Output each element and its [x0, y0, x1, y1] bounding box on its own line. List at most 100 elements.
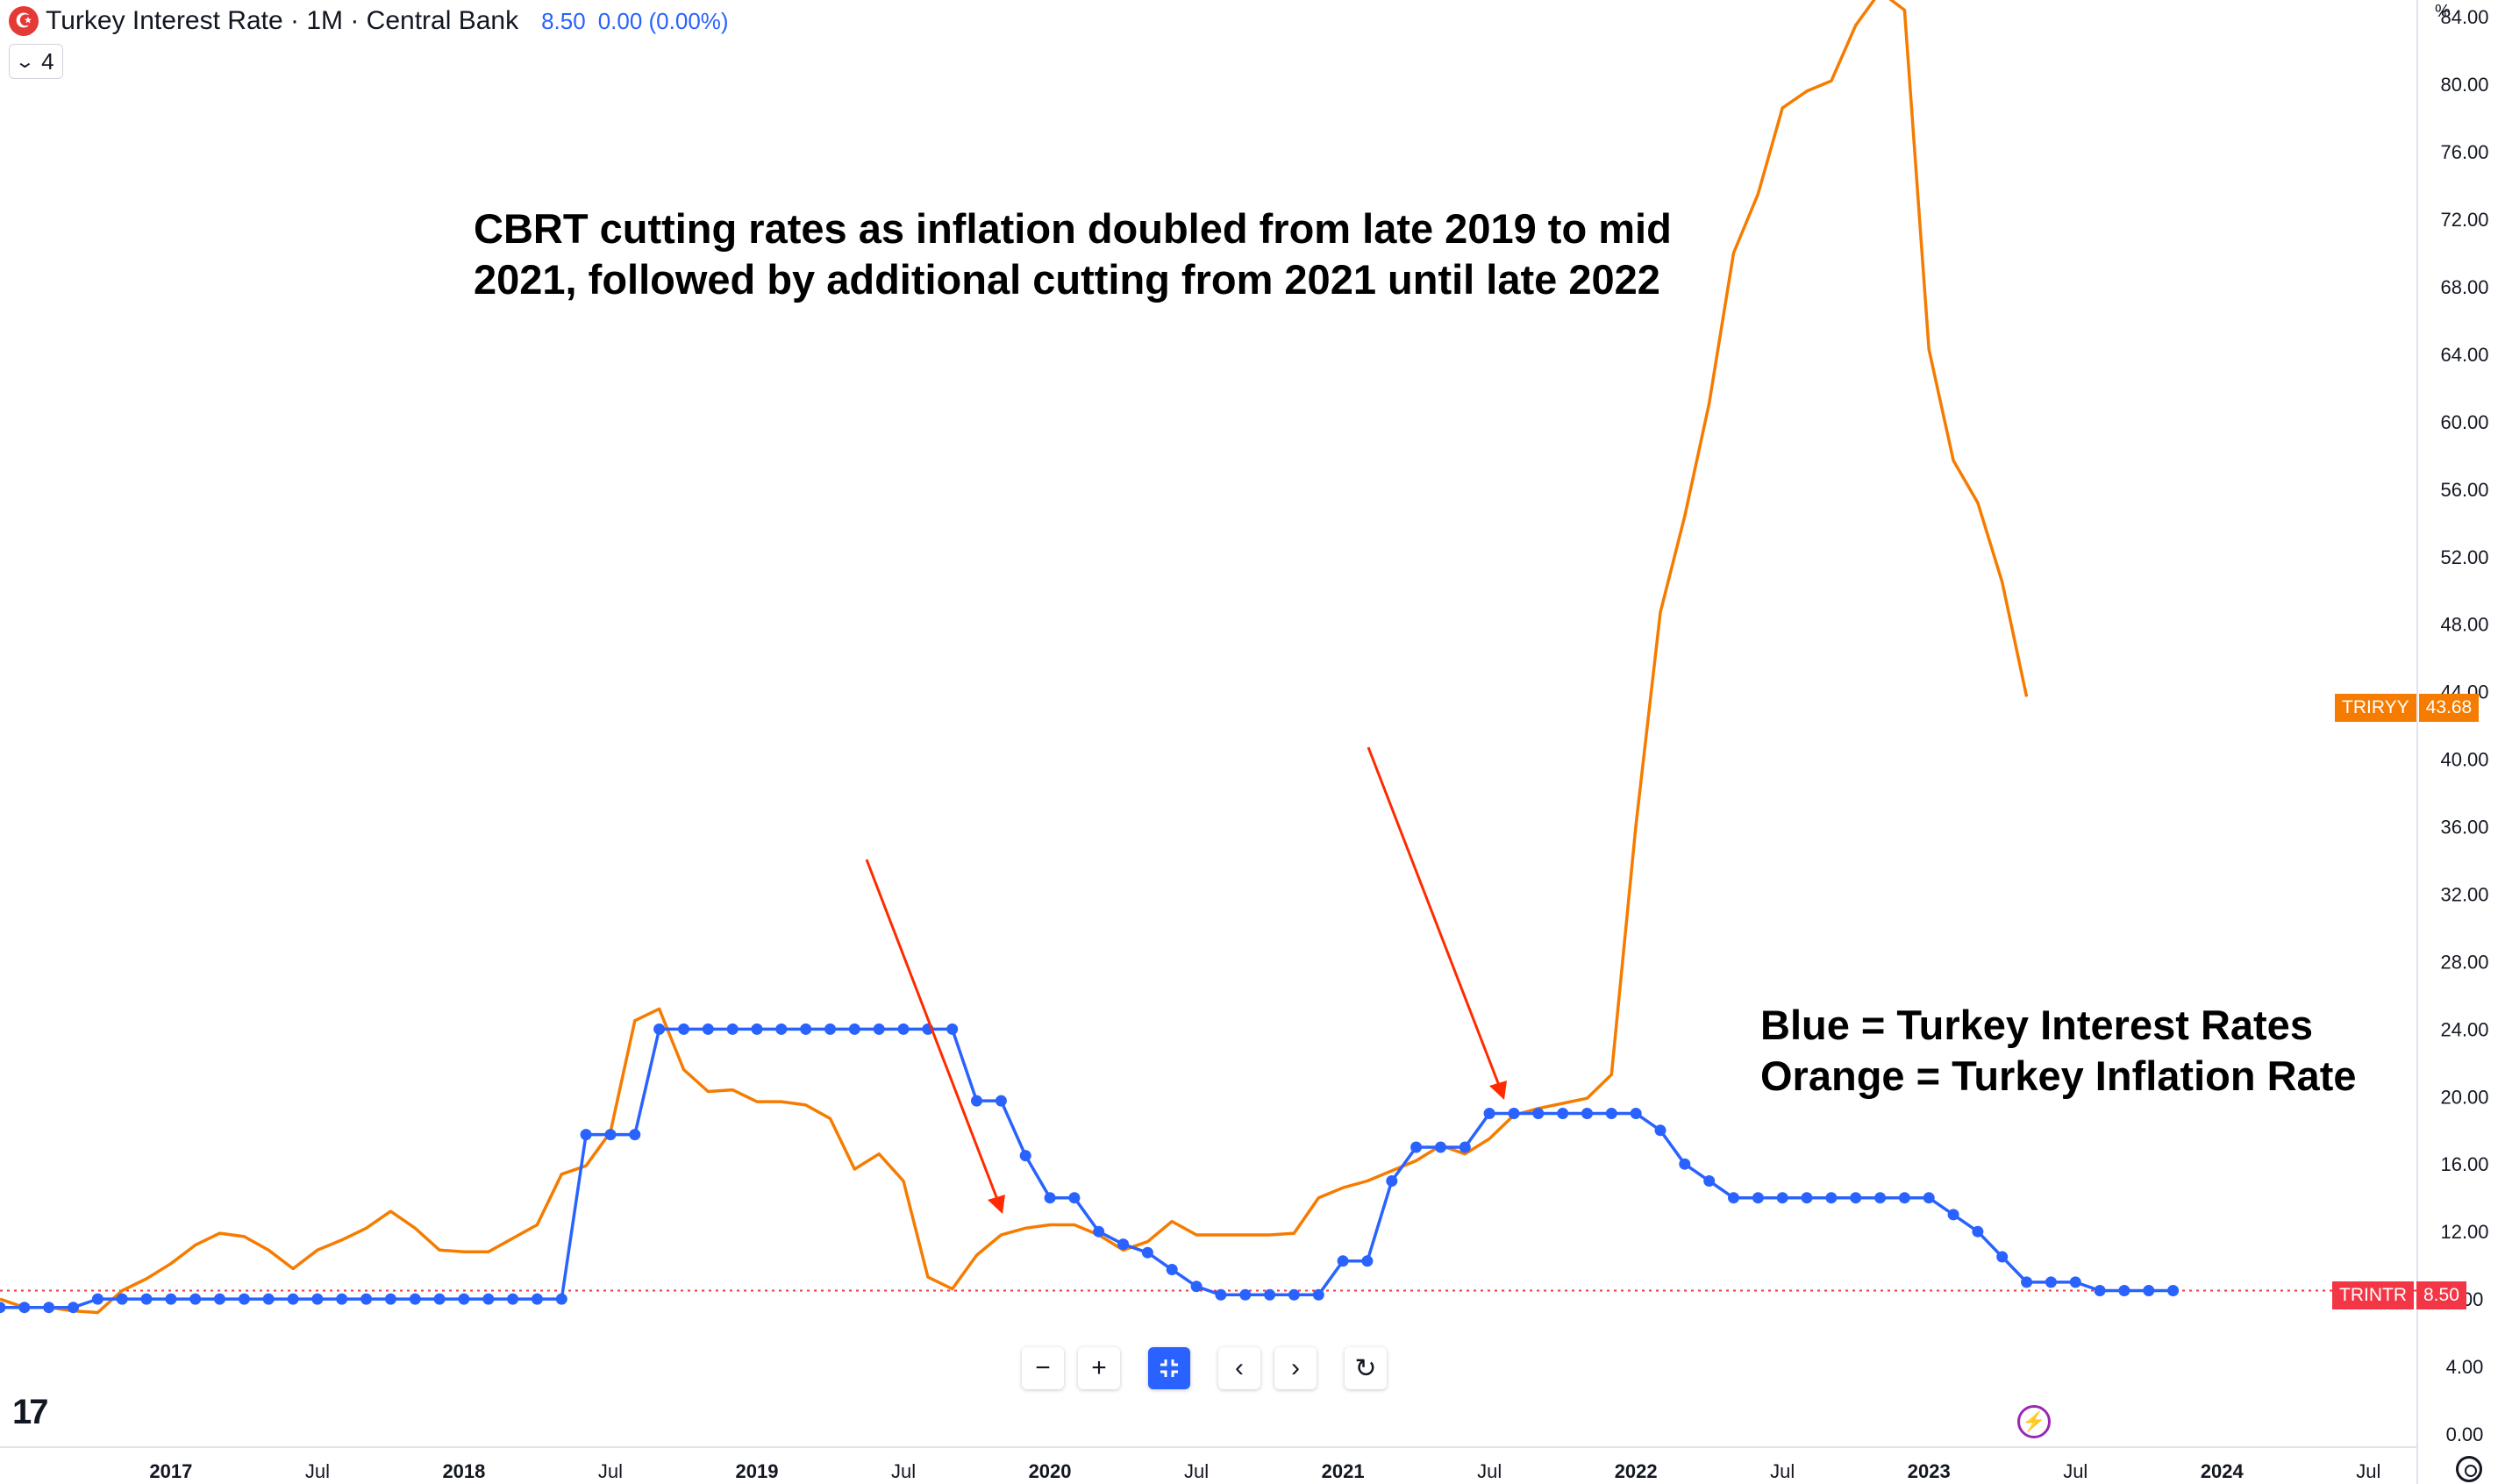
data-point [140, 1293, 153, 1305]
data-point [580, 1129, 592, 1141]
x-tick-label: Jul [1477, 1460, 1502, 1482]
y-tick-label: 36.00 [2440, 817, 2488, 838]
lightning-icon[interactable]: ⚡ [2017, 1405, 2051, 1438]
annotation-arrows [865, 746, 1507, 1214]
data-point [1923, 1192, 1935, 1204]
data-point [1386, 1175, 1398, 1187]
data-point [1215, 1288, 1227, 1301]
x-tick-label: Jul [1770, 1460, 1795, 1482]
data-point [946, 1023, 959, 1035]
reset-chart-button[interactable]: ↻ [1345, 1347, 1387, 1389]
data-point [1557, 1108, 1569, 1119]
x-tick-label: 2023 [1908, 1460, 1951, 1482]
data-point [702, 1023, 714, 1035]
x-tick-label: 2019 [736, 1460, 779, 1482]
inflation-price-tag: TRIRYY 43.68 [2335, 694, 2480, 722]
x-tick-label: 2020 [1029, 1460, 1072, 1482]
data-point [1361, 1255, 1374, 1267]
data-point [1508, 1108, 1520, 1119]
data-point [1483, 1108, 1495, 1119]
zoom-out-button[interactable]: − [1022, 1347, 1064, 1389]
rate-price-tag: TRINTR 8.50 [2332, 1281, 2466, 1309]
x-tick-label: Jul [305, 1460, 330, 1482]
data-point [775, 1023, 788, 1035]
y-tick-label: 76.00 [2440, 141, 2488, 163]
data-point [2094, 1285, 2106, 1296]
data-point [482, 1293, 495, 1305]
reset-scale-button[interactable] [1148, 1347, 1190, 1389]
data-point [1898, 1192, 1910, 1204]
rate-value-label: 8.50 [2416, 1281, 2466, 1309]
y-tick-label: 84.00 [2440, 6, 2488, 28]
arrow-2021-line [1367, 746, 1502, 1088]
data-point [1459, 1141, 1471, 1153]
data-point [1435, 1141, 1446, 1153]
y-tick-label: 68.00 [2440, 276, 2488, 298]
scroll-right-icon: › [1291, 1353, 1300, 1382]
scroll-left-button[interactable]: ‹ [1218, 1347, 1260, 1389]
zoom-in-button[interactable]: + [1078, 1347, 1120, 1389]
y-tick-label: 16.00 [2440, 1153, 2488, 1175]
data-point [2118, 1285, 2130, 1296]
series-group [0, 0, 2180, 1315]
data-point [360, 1293, 373, 1305]
y-tick-label: 24.00 [2440, 1018, 2488, 1040]
y-tick-label: 40.00 [2440, 749, 2488, 771]
data-point [1776, 1192, 1788, 1204]
data-point [1410, 1141, 1423, 1153]
y-tick-label: 4.00 [2446, 1356, 2484, 1378]
data-point [824, 1023, 836, 1035]
y-tick-label: 64.00 [2440, 344, 2488, 366]
data-point [1630, 1108, 1642, 1119]
triryy-series-line[interactable] [0, 0, 2029, 1315]
x-tick-label: Jul [2356, 1460, 2380, 1482]
data-point [18, 1302, 31, 1314]
data-point [1825, 1192, 1838, 1204]
data-point [43, 1302, 55, 1314]
tradingview-logo-icon[interactable]: 17 [12, 1393, 48, 1431]
axis-unit-label: % [2435, 2, 2451, 21]
y-tick-label: 20.00 [2440, 1086, 2488, 1108]
data-point [1337, 1255, 1349, 1267]
data-point [2069, 1276, 2081, 1288]
scroll-right-button[interactable]: › [1274, 1347, 1317, 1389]
data-point [531, 1293, 543, 1305]
data-point [1850, 1192, 1862, 1204]
turkey-flag-icon: ☪ [9, 6, 39, 36]
data-point [189, 1293, 202, 1305]
y-tick-label: 0.00 [2446, 1423, 2484, 1445]
data-point [995, 1095, 1007, 1107]
reset-scale-icon [1160, 1359, 1178, 1377]
main-annotation: CBRT cutting rates as inflation doubled … [474, 203, 1672, 305]
data-point [1117, 1238, 1130, 1251]
data-point [678, 1023, 689, 1035]
x-axis[interactable]: 2017 Jul 2018 Jul 2019 Jul 2020 Jul 2021 Jul 2022 J… [0, 1446, 2417, 1482]
data-point [1605, 1108, 1617, 1119]
data-point [1166, 1264, 1178, 1275]
data-point [1972, 1225, 1984, 1238]
chevron-down-icon: ⌄ [15, 52, 36, 72]
data-point [1190, 1281, 1203, 1293]
data-point [555, 1293, 567, 1305]
data-point [848, 1023, 860, 1035]
data-point [409, 1293, 421, 1305]
x-tick-label: 2021 [1322, 1460, 1365, 1482]
data-point [0, 1302, 6, 1314]
main-annotation-line-2: 2021, followed by additional cutting fro… [474, 256, 1660, 303]
last-value: 8.50 [541, 7, 586, 34]
symbol-title[interactable]: Turkey Interest Rate · 1M · Central Bank [46, 6, 519, 35]
y-tick-label: 80.00 [2440, 74, 2488, 96]
data-point [1801, 1192, 1813, 1204]
data-point [165, 1293, 177, 1305]
data-point [726, 1023, 739, 1035]
data-point [1996, 1251, 2009, 1263]
x-tick-label: Jul [1184, 1460, 1209, 1482]
y-axis[interactable]: 0.004.008.0012.0016.0020.0024.0028.0032.… [2416, 0, 2489, 1484]
data-point [629, 1129, 641, 1141]
data-point [604, 1129, 617, 1141]
collapse-indicators-button[interactable]: ⌄ 4 [9, 44, 63, 79]
data-point [751, 1023, 763, 1035]
y-tick-label: 28.00 [2440, 951, 2488, 973]
settings-icon[interactable] [2456, 1456, 2482, 1482]
